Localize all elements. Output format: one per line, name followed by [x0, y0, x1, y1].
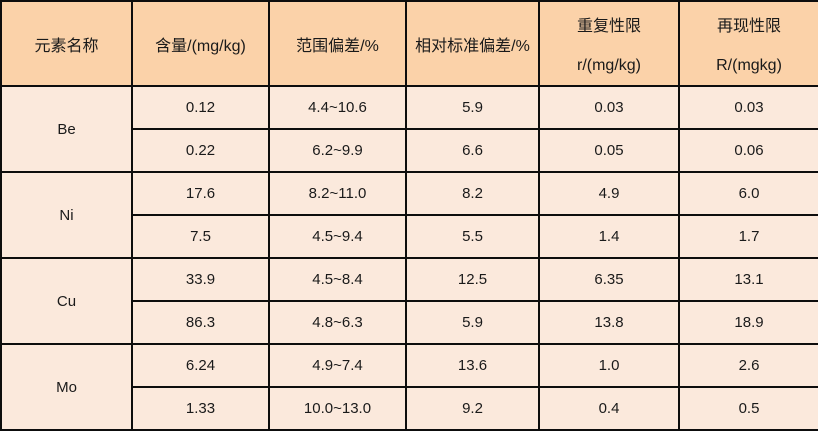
data-cell: 4.5~9.4: [268, 214, 407, 259]
header-repeatability-limit: 重复性限 r/(mg/kg): [538, 0, 680, 87]
header-repeatability-limit-unit: r/(mg/kg): [577, 57, 641, 74]
data-cell: 0.12: [131, 85, 270, 130]
header-reproducibility-limit-unit: R/(mgkg): [716, 57, 782, 74]
data-cell: 18.9: [678, 300, 818, 345]
header-relative-std-deviation: 相对标准偏差/%: [405, 0, 540, 87]
header-reproducibility-limit-stack: 再现性限 R/(mgkg): [680, 12, 818, 75]
table-row: 7.5 4.5~9.4 5.5 1.4 1.7: [1, 214, 818, 259]
data-cell: 1.7: [678, 214, 818, 259]
data-cell: 6.0: [678, 171, 818, 216]
data-cell: 86.3: [131, 300, 270, 345]
header-element-name-label: 元素名称: [34, 37, 99, 55]
table-row: Cu 33.9 4.5~8.4 12.5 6.35 13.1: [0, 257, 818, 345]
data-cell: 8.2: [405, 171, 540, 216]
data-cell: 4.9: [538, 171, 680, 216]
data-cell: 0.05: [538, 128, 680, 173]
data-cell: 6.2~9.9: [268, 128, 407, 173]
data-cell: 5.9: [405, 85, 540, 130]
data-cell: 6.35: [538, 257, 680, 302]
data-cell: 6.6: [405, 128, 540, 173]
data-cell: 0.03: [678, 85, 818, 130]
data-cell: 13.6: [405, 343, 540, 388]
data-cell: 4.8~6.3: [268, 300, 407, 345]
data-cell: 6.24: [131, 343, 270, 388]
data-cell: 4.9~7.4: [268, 343, 407, 388]
data-cell: 13.1: [678, 257, 818, 302]
header-reproducibility-limit-title: 再现性限: [716, 18, 781, 35]
header-repeatability-limit-title: 重复性限: [576, 18, 641, 35]
header-element-name: 元素名称: [0, 0, 133, 87]
header-content-label: 含量/(mg/kg): [155, 37, 246, 55]
header-repeatability-limit-stack: 重复性限 r/(mg/kg): [540, 12, 678, 75]
data-cell: 4.4~10.6: [268, 85, 407, 130]
data-cell: 33.9: [131, 257, 270, 302]
element-cell-ni: Ni: [0, 171, 133, 259]
header-range-deviation-label: 范围偏差/%: [296, 37, 379, 55]
data-cell: 8.2~11.0: [268, 171, 407, 216]
header-content: 含量/(mg/kg): [131, 0, 270, 87]
element-cell-mo: Mo: [0, 343, 133, 431]
data-cell: 5.5: [405, 214, 540, 259]
header-row: 元素名称 含量/(mg/kg) 范围偏差/% 相对标准偏差/% 重复性限 r/(…: [0, 0, 818, 87]
table-row: 86.3 4.8~6.3 5.9 13.8 18.9: [1, 300, 818, 345]
data-cell: 2.6: [678, 343, 818, 388]
header-range-deviation: 范围偏差/%: [268, 0, 407, 87]
header-reproducibility-limit: 再现性限 R/(mgkg): [678, 0, 818, 87]
data-cell: 0.22: [131, 128, 270, 173]
element-cell-be: Be: [0, 85, 133, 173]
data-cell: 1.4: [538, 214, 680, 259]
table-row: 0.22 6.2~9.9 6.6 0.05 0.06: [1, 128, 818, 173]
data-cell: 13.8: [538, 300, 680, 345]
table-row: Mo 6.24 4.9~7.4 13.6 1.0 2.6: [0, 343, 818, 431]
data-cell: 1.0: [538, 343, 680, 388]
element-cell-cu: Cu: [0, 257, 133, 345]
data-cell: 0.03: [538, 85, 680, 130]
data-cell: 0.06: [678, 128, 818, 173]
data-cell: 12.5: [405, 257, 540, 302]
data-cell: 5.9: [405, 300, 540, 345]
table-row: Be 0.12 4.4~10.6 5.9 0.03 0.03: [0, 85, 818, 173]
table-row: Ni 17.6 8.2~11.0 8.2 4.9 6.0: [0, 171, 818, 259]
data-cell: 17.6: [131, 171, 270, 216]
data-cell: 7.5: [131, 214, 270, 259]
header-relative-std-deviation-label: 相对标准偏差/%: [415, 37, 530, 55]
data-cell: 4.5~8.4: [268, 257, 407, 302]
